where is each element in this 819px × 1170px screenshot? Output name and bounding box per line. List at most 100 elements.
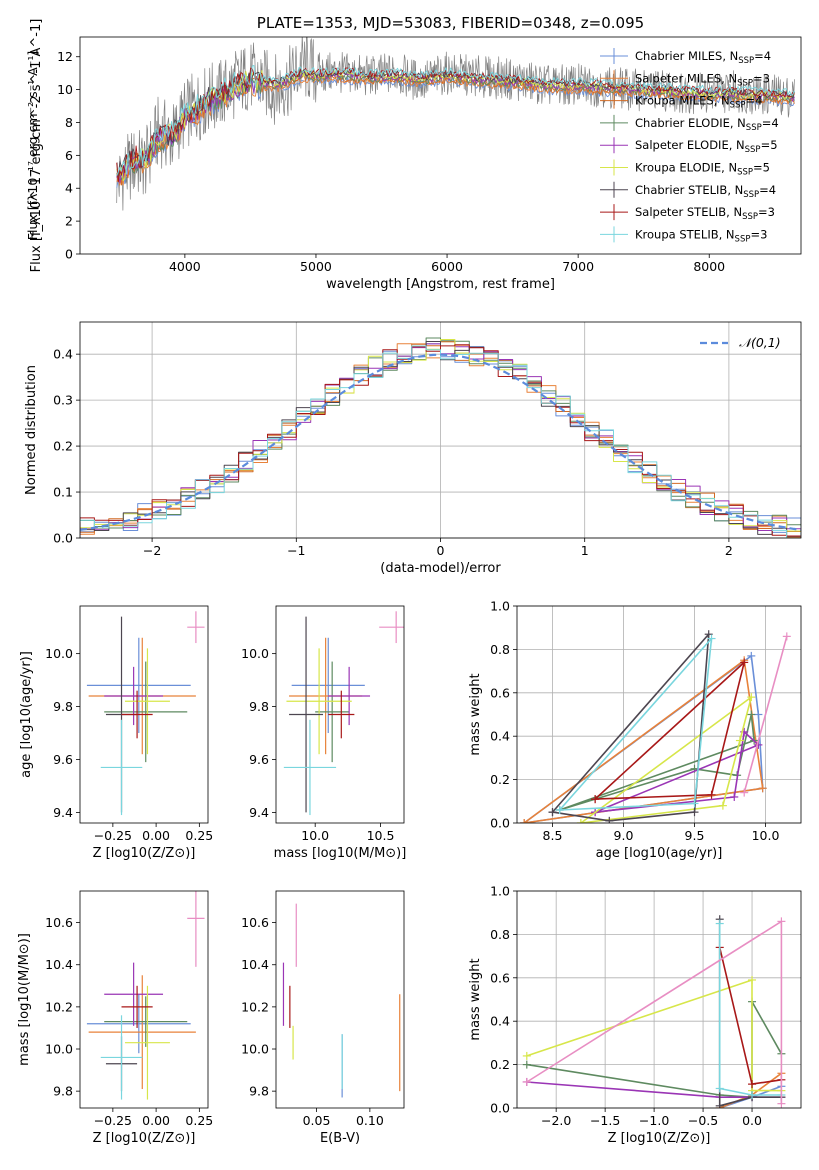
legend-label: Kroupa STELIB, NSSP=3 [635,227,767,244]
axes-frame [79,890,209,1109]
data-spectrum [116,37,795,211]
weight-marker [522,1077,531,1086]
weight-marker [522,1051,531,1060]
y-tick-label: 1.0 [490,884,510,899]
x-tick-label: 9.5 [685,828,705,843]
y-tick-label: 6 [65,148,73,163]
weight-marker [591,795,600,804]
legend-subscript: SSP [743,190,759,200]
mass-vs-Z-axes: −0.25 0.00 0.25 9.8 10.0 10.2 10.4 10.6 Z [log10… [17,890,213,1146]
y-tick-label: 10.0 [241,1042,269,1057]
x-tick-label: −1 [287,543,305,558]
y-tick-label: 10.0 [45,646,73,661]
weight-marker [747,693,756,702]
weight-marker [605,816,614,823]
weight-line [526,979,782,1092]
error-point [379,611,404,644]
legend-subscript: SSP [745,145,761,155]
x-tick-label: −0.25 [94,1113,132,1128]
error-point [286,648,352,755]
legend-count: =3 [753,71,770,85]
axes-frame [275,890,405,1109]
legend-label: Chabrier MILES, NSSP=4 [635,49,771,66]
chart-title: PLATE=1353, MJD=53083, FIBERID=0348, z=0… [257,14,644,32]
residuals-plot-area [80,337,801,538]
x-axis-label: E(B-V) [320,1131,360,1146]
weight-marker [548,808,557,817]
weight-marker [748,1080,757,1089]
legend-count: =5 [753,161,770,175]
weight-vs-Z-plot-area [522,915,786,1108]
weight-line [743,636,788,793]
y-tick-label: 10 [57,82,73,97]
x-tick-label: −0.5 [688,1113,718,1128]
y-tick-label: 0.2 [53,439,73,454]
weight-marker [707,634,716,643]
legend-count: =4 [754,49,771,63]
y-tick-label: 9.8 [53,699,73,714]
error-point [100,1015,143,1100]
axes-frame [275,605,405,824]
y-tick-label: 0.2 [490,772,510,787]
y-axis-label: Flux [f_λ10^-17 erg cm^-2 s^-1 A^-1] [29,19,44,273]
x-tick-label: 9.0 [614,828,634,843]
y-tick-label: 1.0 [490,599,510,614]
error-point [104,962,164,1026]
weight-line [718,947,782,1085]
weight-line [718,923,782,1096]
y-tick-label: 9.4 [53,805,73,820]
x-tick-label: 10.0 [301,828,329,843]
normal-curve [80,353,801,531]
weight-marker [715,1084,724,1093]
axes-frame [516,890,802,1109]
legend-label: Kroupa ELODIE, NSSP=5 [635,161,770,178]
x-tick-label: 0.05 [303,1113,331,1128]
error-point [121,690,153,739]
y-tick-label: 8 [65,115,73,130]
weight-marker [522,1060,531,1069]
legend-label: 𝒩(0,1) [739,335,781,350]
y-tick-label: 0.4 [490,729,510,744]
y-tick-label: 0.0 [53,531,73,546]
y-tick-label: 0.2 [490,1057,510,1072]
spectrum-axes: 4000 5000 6000 7000 8000 0 2 4 6 8 10 12 wavelength … [29,19,802,292]
x-tick-label: 0.25 [185,828,213,843]
model-line [116,73,795,186]
weight-line [594,661,746,800]
weight-line [551,633,710,822]
x-tick-label: 0 [437,543,445,558]
error-point [328,666,371,726]
weight-marker [782,632,791,641]
legend-subscript: SSP [730,101,746,111]
axes-frame [516,605,802,824]
legend-count: =4 [759,183,776,197]
y-tick-label: 9.6 [249,752,269,767]
x-tick-label: 7000 [562,259,594,274]
weight-marker [777,917,786,926]
x-tick-label: 8000 [693,259,725,274]
y-tick-label: 10.4 [241,957,269,972]
axes-frame [79,321,802,539]
x-tick-label: 6000 [431,259,463,274]
x-tick-label: 2 [725,543,733,558]
x-axis-label: mass [log10(M/M⊙)] [274,846,407,861]
y-tick-label: 10.0 [45,1042,73,1057]
model-line [116,67,795,183]
x-axis-label: wavelength [Angstrom, rest frame] [326,277,555,292]
y-tick-label: 0.8 [490,642,510,657]
error-point [289,616,324,813]
mass-vs-ebv-plot-area [282,903,401,1098]
weight-marker [520,819,529,823]
y-tick-label: 0.8 [490,927,510,942]
weight-marker [754,710,763,719]
weight-marker [740,658,749,667]
x-tick-label: 10.0 [752,828,780,843]
legend-count: =3 [750,227,767,241]
legend-label: Chabrier STELIB, NSSP=4 [635,183,776,200]
y-tick-label: 9.8 [53,1084,73,1099]
x-tick-label: −2 [143,543,161,558]
spectrum-plot-area [116,37,795,211]
x-axis-label: (data-model)/error [380,561,501,576]
y-tick-label: 10.6 [241,915,269,930]
legend-subscript: SSP [737,168,753,178]
